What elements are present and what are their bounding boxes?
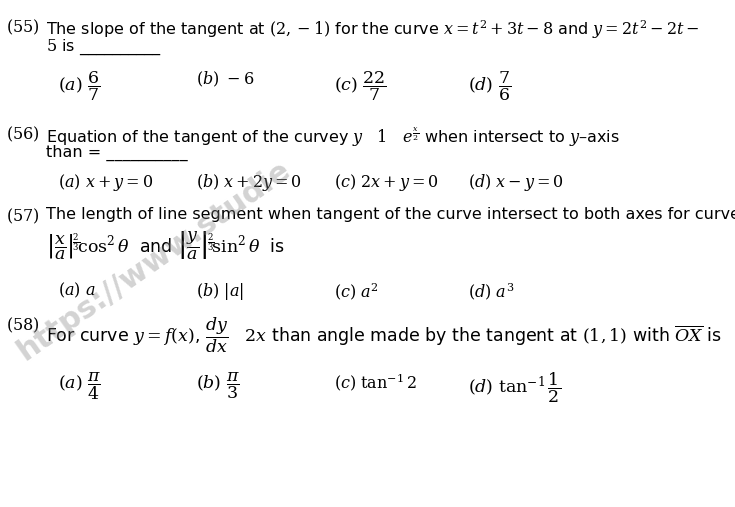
Text: $(57)$: $(57)$ (6, 207, 40, 226)
Text: For curve $y = f(x)$, $\dfrac{dy}{dx}\ \ \ 2x$ than angle made by the tangent at: For curve $y = f(x)$, $\dfrac{dy}{dx}\ \… (46, 316, 722, 355)
Text: $5$ is __________: $5$ is __________ (46, 38, 162, 57)
Text: $(b)\ x + 2y = 0$: $(b)\ x + 2y = 0$ (196, 172, 302, 193)
Text: $(d)\ a^3$: $(d)\ a^3$ (468, 281, 514, 302)
Text: $(c)\ 2x + y = 0$: $(c)\ 2x + y = 0$ (334, 172, 439, 193)
Text: https://www.studie: https://www.studie (12, 155, 295, 366)
Text: $\left|\dfrac{x}{a}\right|^{\!\frac{2}{3}}\!\cos^2\theta\ $ and $\left|\dfrac{y}: $\left|\dfrac{x}{a}\right|^{\!\frac{2}{3… (46, 229, 285, 261)
Text: $(c)\ a^2$: $(c)\ a^2$ (334, 281, 379, 302)
Text: than = __________: than = __________ (46, 145, 187, 161)
Text: $(58)$: $(58)$ (6, 316, 40, 335)
Text: $(56)$: $(56)$ (6, 125, 40, 144)
Text: $(b)\ -6$: $(b)\ -6$ (196, 70, 254, 89)
Text: The slope of the tangent at $(2, -1)$ for the curve $x = t^2 + 3t - 8$ and $y = : The slope of the tangent at $(2, -1)$ fo… (46, 18, 700, 41)
Text: $(d)\ \tan^{-1}\dfrac{1}{2}$: $(d)\ \tan^{-1}\dfrac{1}{2}$ (468, 371, 562, 406)
Text: $(a)\ \dfrac{6}{7}$: $(a)\ \dfrac{6}{7}$ (57, 70, 100, 103)
Text: $(55)$: $(55)$ (6, 18, 40, 37)
Text: $(d)\ x - y = 0$: $(d)\ x - y = 0$ (468, 172, 564, 193)
Text: $(c)\ \tan^{-1}2$: $(c)\ \tan^{-1}2$ (334, 371, 417, 392)
Text: $(b)\ \dfrac{\pi}{3}$: $(b)\ \dfrac{\pi}{3}$ (196, 371, 240, 402)
Text: The length of line segment when tangent of the curve intersect to both axes for : The length of line segment when tangent … (46, 207, 735, 222)
Text: $(b)\ |a|$: $(b)\ |a|$ (196, 281, 244, 302)
Text: $(a)\ a$: $(a)\ a$ (57, 281, 95, 300)
Text: $(a)\ x + y = 0$: $(a)\ x + y = 0$ (57, 172, 153, 193)
Text: $(d)\ \dfrac{7}{6}$: $(d)\ \dfrac{7}{6}$ (468, 70, 512, 103)
Text: $(c)\ \dfrac{22}{7}$: $(c)\ \dfrac{22}{7}$ (334, 70, 387, 103)
Text: $(a)\ \dfrac{\pi}{4}$: $(a)\ \dfrac{\pi}{4}$ (57, 371, 101, 403)
Text: Equation of the tangent of the curvey $y\ \ \ 1\ \ \ e^{\frac{x}{2}}$ when inter: Equation of the tangent of the curvey $y… (46, 125, 620, 149)
